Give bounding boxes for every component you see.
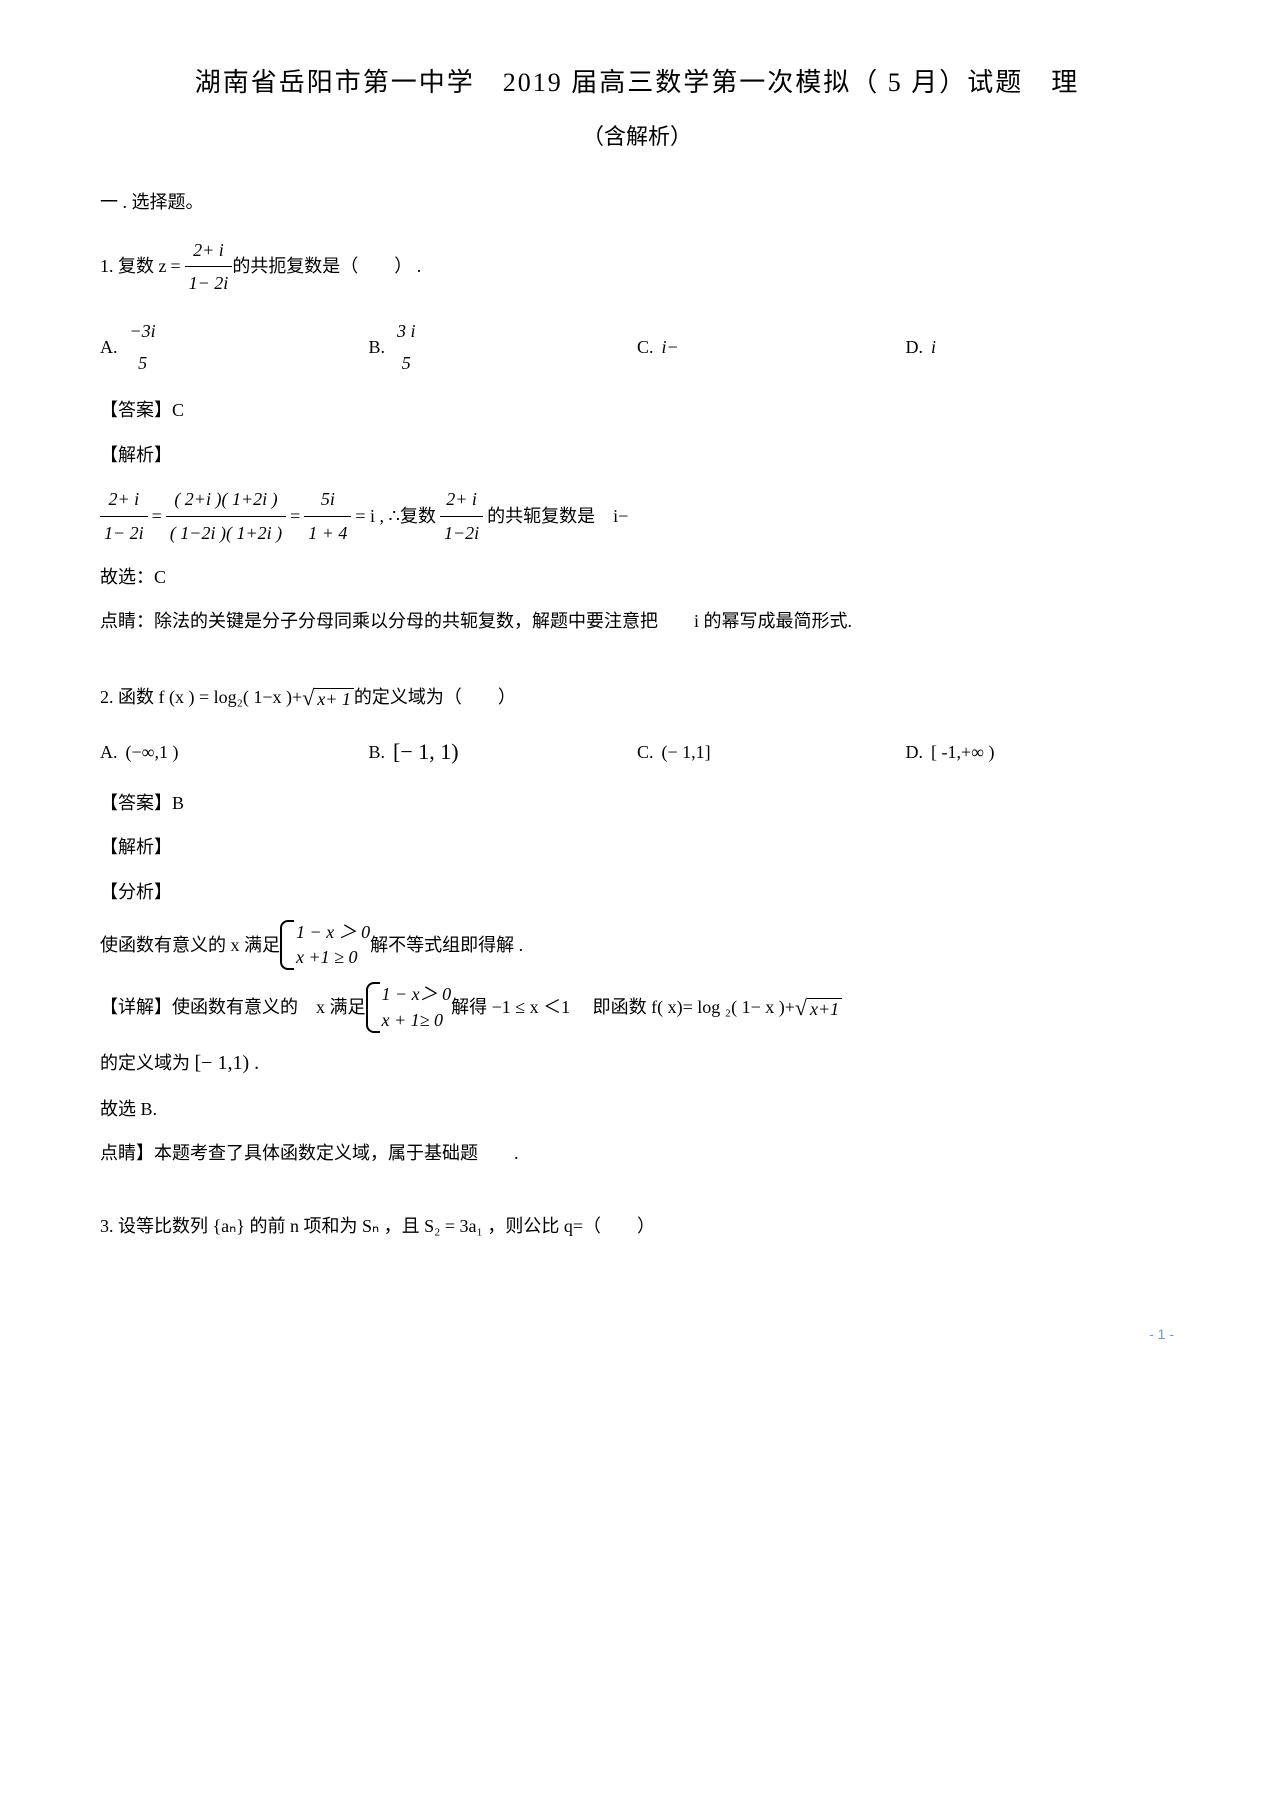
q1-option-d: D. i: [906, 331, 1175, 363]
f4-bot: 1−2i: [440, 517, 483, 549]
sys1-r1: 1 − x ＞ 0: [296, 920, 370, 945]
opt-b-frac: 3 i 5: [393, 315, 420, 380]
q1-option-c: C. i−: [637, 331, 906, 363]
opt-a-frac: −3i 5: [126, 315, 160, 380]
opt-c-val: i−: [662, 331, 679, 363]
q2-detail-mid: 解得 −1 ≤ x ＜1 即函数 f( x)= log ₂( 1− x )+: [451, 991, 795, 1023]
sys1-r2: x +1 ≥ 0: [296, 945, 370, 970]
q2-system2: 1 − x＞ 0 x + 1≥ 0: [366, 982, 452, 1032]
q2a-val: (−∞,1 ): [126, 736, 179, 768]
q2-detail: 【详解】 使函数有意义的 x 满足 1 − x＞ 0 x + 1≥ 0 解得 −…: [100, 982, 1174, 1032]
q1-stem-suffix: 的共扼复数是（ ） .: [232, 250, 421, 282]
q2d-label: D.: [906, 736, 924, 768]
q2-detail-pre: 使函数有意义的 x 满足: [172, 991, 366, 1023]
q1-conclusion: 故选：C: [100, 561, 1174, 593]
q1-work-f2: ( 2+i )( 1+2i ) ( 1−2i )( 1+2i ): [166, 483, 286, 549]
opt-c-label: C.: [637, 331, 654, 363]
q2-option-b: B. [− 1, 1): [369, 732, 638, 772]
q1-stem: 1. 复数 z = 2+ i 1− 2i 的共扼复数是（ ） .: [100, 234, 1174, 300]
q1-work-f1: 2+ i 1− 2i: [100, 483, 148, 549]
q1-fraction: 2+ i 1− 2i: [185, 234, 233, 300]
f3-bot: 1 + 4: [304, 517, 351, 549]
q2-option-d: D. [ -1,+∞ ): [906, 736, 1175, 768]
f3-top: 5i: [304, 483, 351, 516]
eq3: = i , ∴复数: [355, 500, 436, 532]
q1-eq: =: [171, 250, 181, 282]
q2b-label: B.: [369, 736, 386, 768]
sys2-r2: x + 1≥ 0: [382, 1008, 452, 1033]
q1-stem-prefix: 1. 复数 z: [100, 250, 167, 282]
q2-fenxi-pre: 使函数有意义的 x 满足: [100, 929, 280, 961]
q1-options: A. −3i 5 B. 3 i 5 C. i− D. i: [100, 315, 1174, 380]
q2-stem: 2. 函数 f (x ) = log₂( 1−x )+ √x+ 1 的定义域为（…: [100, 678, 1174, 718]
q1-frac-bot: 1− 2i: [185, 267, 233, 299]
q2-fenxi-post: 解不等式组即得解 .: [370, 929, 523, 961]
q1-tip: 点睛：除法的关键是分子分母同乘以分母的共轭复数，解题中要注意把 i 的幂写成最简…: [100, 605, 1174, 637]
page-number: - 1 -: [100, 1322, 1174, 1347]
q2-answer: 【答案】B: [100, 787, 1174, 819]
opt-b-top: 3 i: [393, 315, 420, 347]
q2-sqrt-body: x+ 1: [314, 688, 354, 709]
q1-frac-top: 2+ i: [185, 234, 233, 267]
doc-subtitle: （含解析）: [100, 117, 1174, 157]
f2-bot: ( 1−2i )( 1+2i ): [166, 517, 286, 549]
q2b-val: [− 1, 1): [393, 732, 459, 772]
opt-a-bot: 5: [126, 347, 160, 379]
f1-top: 2+ i: [100, 483, 148, 516]
q2-options: A. (−∞,1 ) B. [− 1, 1) C. (− 1,1] D. [ -…: [100, 732, 1174, 772]
q2d-val: [ -1,+∞ ): [931, 736, 994, 768]
q2-detail-tail: 的定义域为 [− 1,1) .: [100, 1045, 1174, 1081]
eq2: =: [290, 500, 300, 532]
q3-stem: 3. 设等比数列 {aₙ} 的前 n 项和为 Sₙ ，且 S₂ = 3a₁ ，则…: [100, 1210, 1174, 1242]
q2-detail-sqrt: √x+1: [795, 988, 842, 1028]
q2-detail-sqrt-body: x+1: [807, 998, 842, 1019]
opt-a-top: −3i: [126, 315, 160, 347]
q2-fenxi: 使函数有意义的 x 满足 1 − x ＞ 0 x +1 ≥ 0 解不等式组即得解…: [100, 920, 1174, 970]
sqrt-sign: √: [302, 685, 314, 710]
q2-sqrt: √x+ 1: [302, 678, 354, 718]
q2c-val: (− 1,1]: [662, 736, 711, 768]
q2c-label: C.: [637, 736, 654, 768]
opt-a-label: A.: [100, 331, 118, 363]
q2-analysis-label: 【解析】: [100, 831, 1174, 863]
q1-work-f3: 5i 1 + 4: [304, 483, 351, 549]
q2-option-a: A. (−∞,1 ): [100, 736, 369, 768]
q2-system1: 1 − x ＞ 0 x +1 ≥ 0: [280, 920, 370, 970]
sys2-r1: 1 − x＞ 0: [382, 982, 452, 1007]
q2-detail-label: 【详解】: [100, 991, 172, 1023]
opt-b-label: B.: [369, 331, 386, 363]
q2-fenxi-label: 【分析】: [100, 876, 1174, 908]
q1-option-b: B. 3 i 5: [369, 315, 638, 380]
q2-stem-suffix: 的定义域为（ ）: [354, 681, 516, 713]
q1-analysis-label: 【解析】: [100, 439, 1174, 471]
q2-tail-pre: 的定义域为: [100, 1053, 195, 1073]
section-heading: 一 . 选择题。: [100, 186, 1174, 218]
f1-bot: 1− 2i: [100, 517, 148, 549]
q1-answer: 【答案】C: [100, 394, 1174, 426]
q2-tail-val: [− 1,1) .: [195, 1052, 260, 1074]
opt-d-label: D.: [906, 331, 924, 363]
f4-top: 2+ i: [440, 483, 483, 516]
q2a-label: A.: [100, 736, 118, 768]
q1-option-a: A. −3i 5: [100, 315, 369, 380]
q2-tip: 点睛】本题考查了具体函数定义域，属于基础题 .: [100, 1137, 1174, 1169]
opt-d-val: i: [931, 331, 936, 363]
q1-work-tail: 的共轭复数是 i−: [487, 500, 628, 532]
sqrt-sign-2: √: [795, 995, 807, 1020]
q2-stem-prefix: 2. 函数 f (x ) = log₂( 1−x )+: [100, 681, 302, 713]
q2-conclusion: 故选 B.: [100, 1093, 1174, 1125]
doc-title: 湖南省岳阳市第一中学 2019 届高三数学第一次模拟（ 5 月）试题 理: [100, 60, 1174, 107]
q2-option-c: C. (− 1,1]: [637, 736, 906, 768]
opt-b-bot: 5: [393, 347, 420, 379]
f2-top: ( 2+i )( 1+2i ): [166, 483, 286, 516]
eq1: =: [152, 500, 162, 532]
q1-work: 2+ i 1− 2i = ( 2+i )( 1+2i ) ( 1−2i )( 1…: [100, 483, 1174, 549]
q1-work-f4: 2+ i 1−2i: [440, 483, 483, 549]
